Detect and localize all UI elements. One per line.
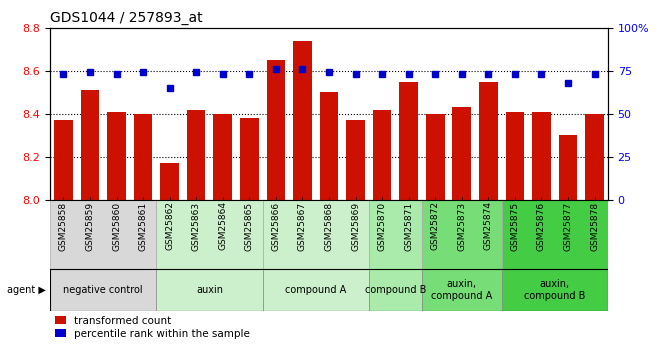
Text: GDS1044 / 257893_at: GDS1044 / 257893_at — [50, 11, 202, 25]
Bar — [263, 200, 369, 269]
Text: compound A: compound A — [285, 285, 346, 295]
Text: GSM25865: GSM25865 — [244, 201, 254, 250]
Bar — [373, 110, 391, 200]
Bar — [156, 269, 263, 310]
Text: GSM25867: GSM25867 — [298, 201, 307, 250]
Bar — [585, 114, 604, 200]
Bar — [369, 200, 422, 269]
Text: auxin,
compound A: auxin, compound A — [431, 279, 492, 300]
Text: GSM25875: GSM25875 — [510, 201, 520, 250]
Text: GSM25872: GSM25872 — [431, 201, 440, 250]
Bar — [502, 269, 608, 310]
Bar — [479, 81, 498, 200]
Bar — [422, 200, 502, 269]
Text: GSM25876: GSM25876 — [537, 201, 546, 250]
Bar — [107, 112, 126, 200]
Bar — [532, 112, 551, 200]
Text: GSM25873: GSM25873 — [458, 201, 466, 250]
Bar — [156, 200, 263, 269]
Text: GSM25862: GSM25862 — [165, 201, 174, 250]
Text: GSM25878: GSM25878 — [590, 201, 599, 250]
Text: GSM25864: GSM25864 — [218, 201, 227, 250]
Text: negative control: negative control — [63, 285, 143, 295]
Text: GSM25863: GSM25863 — [192, 201, 200, 250]
Bar — [134, 114, 152, 200]
Bar — [187, 110, 206, 200]
Text: compound B: compound B — [365, 285, 426, 295]
Bar — [240, 118, 259, 200]
Bar — [54, 120, 73, 200]
Text: GSM25877: GSM25877 — [564, 201, 572, 250]
Text: agent ▶: agent ▶ — [7, 285, 45, 295]
Bar — [267, 60, 285, 200]
Text: GSM25859: GSM25859 — [86, 201, 94, 250]
Bar — [320, 92, 338, 200]
Text: GSM25866: GSM25866 — [271, 201, 281, 250]
Bar — [263, 269, 369, 310]
Bar — [369, 269, 422, 310]
Text: GSM25858: GSM25858 — [59, 201, 68, 250]
Bar — [452, 107, 471, 200]
Bar — [506, 112, 524, 200]
Bar — [399, 81, 418, 200]
Text: GSM25861: GSM25861 — [138, 201, 148, 250]
Legend: transformed count, percentile rank within the sample: transformed count, percentile rank withi… — [55, 316, 250, 339]
Bar — [293, 41, 312, 200]
Bar — [426, 114, 444, 200]
Text: auxin: auxin — [196, 285, 223, 295]
Text: GSM25871: GSM25871 — [404, 201, 413, 250]
Bar — [214, 114, 232, 200]
Bar — [502, 200, 608, 269]
Text: auxin,
compound B: auxin, compound B — [524, 279, 585, 300]
Text: GSM25874: GSM25874 — [484, 201, 493, 250]
Text: GSM25870: GSM25870 — [377, 201, 387, 250]
Text: GSM25868: GSM25868 — [325, 201, 333, 250]
Text: GSM25869: GSM25869 — [351, 201, 360, 250]
Bar — [422, 269, 502, 310]
Text: GSM25860: GSM25860 — [112, 201, 121, 250]
Bar — [558, 135, 577, 200]
Bar — [50, 200, 156, 269]
Bar — [81, 90, 100, 200]
Bar — [160, 164, 179, 200]
Bar — [50, 269, 156, 310]
Bar — [346, 120, 365, 200]
